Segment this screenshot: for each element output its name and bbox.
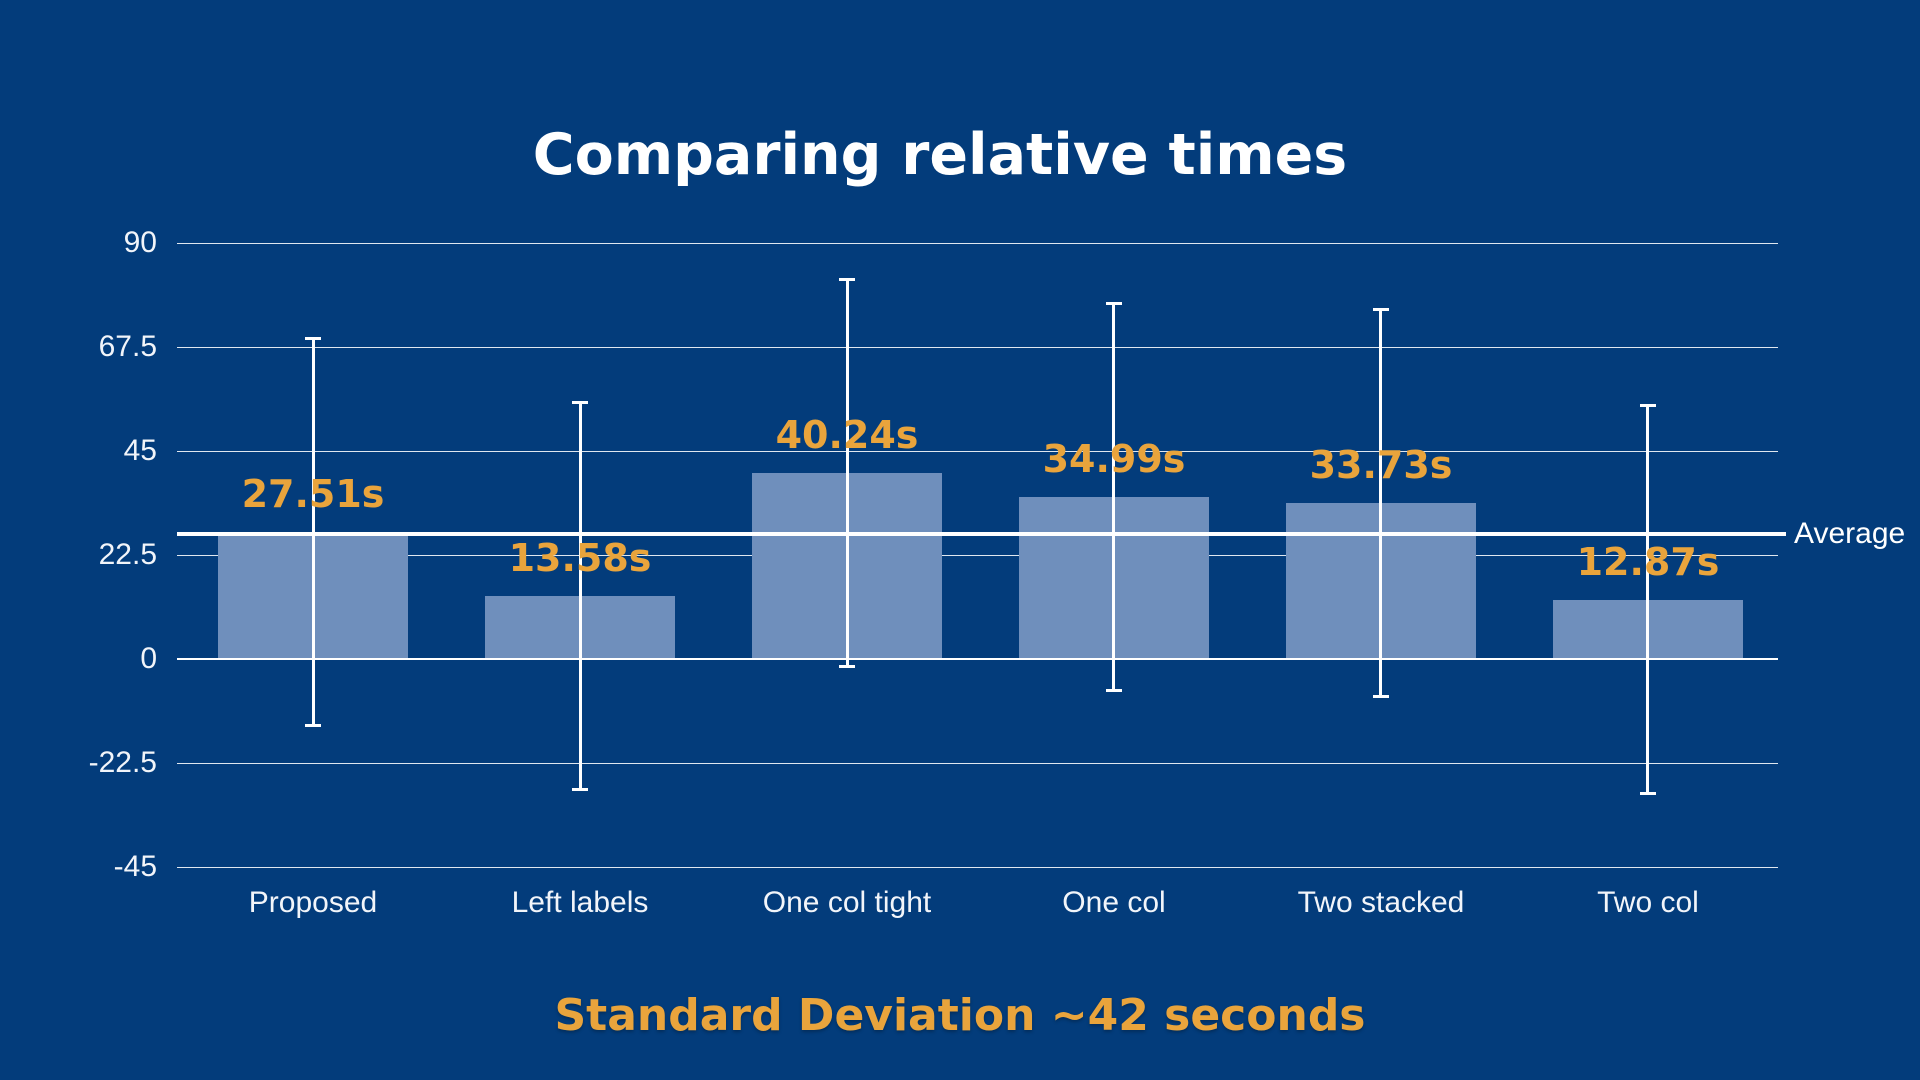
error-bar-cap-top [1106,302,1122,305]
gridline-y-22.5 [177,555,1778,556]
x-axis-category-label: One col tight [762,886,932,919]
gridline-y--45 [177,867,1778,868]
error-bar [312,338,315,726]
error-bar-cap-top [1640,404,1656,407]
error-bar-cap-bottom [305,724,321,727]
bar-value-label: 40.24s [775,413,919,457]
gridline-y-67.5 [177,347,1778,348]
y-axis-tick-label: 0 [140,642,157,675]
error-bar-cap-bottom [572,788,588,791]
y-axis-tick-label: 90 [123,226,157,259]
x-axis-line [177,658,1778,660]
error-bar-cap-top [1373,308,1389,311]
error-bar [579,402,582,790]
error-bar-cap-top [572,401,588,404]
x-axis-category-label: Two col [1597,886,1699,919]
y-axis-tick-label: 22.5 [98,538,157,571]
bar-value-label: 13.58s [508,536,652,580]
error-bar [1379,309,1382,697]
error-bar-cap-bottom [839,665,855,668]
gridline-y-45 [177,451,1778,452]
error-bar [1646,405,1649,793]
x-axis-category-label: Proposed [248,886,378,919]
error-bar [846,279,849,667]
x-axis-category-label: Left labels [511,886,649,919]
y-axis-tick-label: 45 [123,434,157,467]
gridline-y-90 [177,243,1778,244]
bar-value-label: 33.73s [1309,443,1453,487]
error-bar-cap-top [305,337,321,340]
x-axis-category-label: Two stacked [1297,886,1465,919]
bar-value-label: 27.51s [241,472,385,516]
x-axis-category-label: One col [1062,886,1166,919]
average-line-label: Average [1794,517,1906,550]
chart-title: Comparing relative times [532,122,1348,188]
bar-value-label: 34.99s [1042,437,1186,481]
y-axis-tick-label: -45 [113,850,157,883]
y-axis-tick-label: 67.5 [98,330,157,363]
y-axis-tick-label: -22.5 [88,746,157,779]
chart-subtitle: Standard Deviation ~42 seconds [554,990,1366,1041]
error-bar-cap-bottom [1640,792,1656,795]
average-line [177,532,1786,536]
bar-value-label: 12.87s [1576,540,1720,584]
error-bar-cap-bottom [1373,695,1389,698]
error-bar-cap-bottom [1106,689,1122,692]
error-bar [1112,303,1115,691]
gridline-y--22.5 [177,763,1778,764]
error-bar-cap-top [839,278,855,281]
